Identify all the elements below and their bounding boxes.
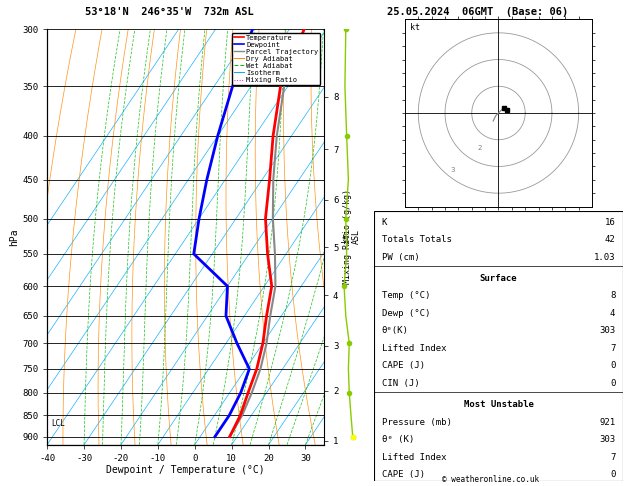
Text: 16: 16 [604, 218, 615, 226]
Text: 7: 7 [610, 344, 615, 353]
Text: 42: 42 [604, 235, 615, 244]
Text: 0: 0 [610, 379, 615, 388]
Text: Lifted Index: Lifted Index [382, 344, 446, 353]
Text: Surface: Surface [480, 274, 517, 283]
Text: 0: 0 [610, 362, 615, 370]
Text: 0: 0 [610, 470, 615, 479]
Text: Temp (°C): Temp (°C) [382, 291, 430, 300]
Text: Dewp (°C): Dewp (°C) [382, 309, 430, 318]
Text: 303: 303 [599, 435, 615, 444]
Text: 303: 303 [599, 327, 615, 335]
Text: kt: kt [410, 23, 420, 32]
Text: Most Unstable: Most Unstable [464, 400, 533, 409]
Y-axis label: hPa: hPa [9, 228, 19, 246]
Text: LCL: LCL [51, 419, 65, 429]
Text: 921: 921 [599, 417, 615, 427]
Text: 53°18'N  246°35'W  732m ASL: 53°18'N 246°35'W 732m ASL [86, 7, 254, 17]
Text: PW (cm): PW (cm) [382, 253, 420, 262]
Text: θᵉ (K): θᵉ (K) [382, 435, 414, 444]
Text: 3: 3 [450, 167, 455, 173]
Text: 1.03: 1.03 [594, 253, 615, 262]
Text: 25.05.2024  06GMT  (Base: 06): 25.05.2024 06GMT (Base: 06) [387, 7, 569, 17]
Text: CAPE (J): CAPE (J) [382, 470, 425, 479]
Text: 8: 8 [610, 291, 615, 300]
Text: K: K [382, 218, 387, 226]
Text: Mixing Ratio (g/kg): Mixing Ratio (g/kg) [343, 190, 352, 284]
Legend: Temperature, Dewpoint, Parcel Trajectory, Dry Adiabat, Wet Adiabat, Isotherm, Mi: Temperature, Dewpoint, Parcel Trajectory… [231, 33, 320, 85]
Text: © weatheronline.co.uk: © weatheronline.co.uk [442, 474, 539, 484]
Text: 7: 7 [610, 452, 615, 462]
Y-axis label: km
ASL: km ASL [341, 229, 360, 244]
Text: CAPE (J): CAPE (J) [382, 362, 425, 370]
Text: θᵉ(K): θᵉ(K) [382, 327, 409, 335]
Text: Lifted Index: Lifted Index [382, 452, 446, 462]
Text: CIN (J): CIN (J) [382, 379, 420, 388]
Text: Totals Totals: Totals Totals [382, 235, 452, 244]
Text: 4: 4 [610, 309, 615, 318]
X-axis label: Dewpoint / Temperature (°C): Dewpoint / Temperature (°C) [106, 466, 265, 475]
Text: Pressure (mb): Pressure (mb) [382, 417, 452, 427]
Text: 2: 2 [477, 145, 481, 152]
